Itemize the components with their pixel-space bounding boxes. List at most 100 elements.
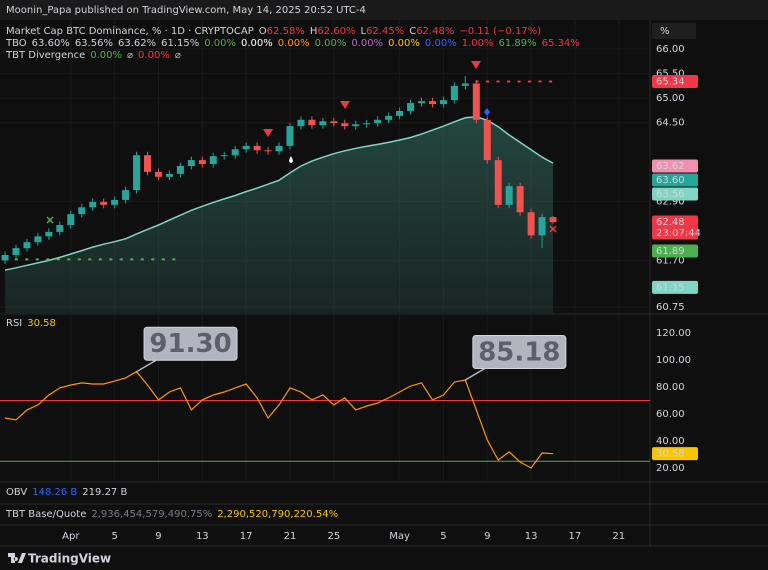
- legend-obv: OBV 148.26 B 219.27 B: [6, 487, 127, 498]
- ohlc-value: 62.48%: [416, 26, 454, 37]
- rsi-tick-label: 80.00: [656, 382, 685, 393]
- indicator-name: TBT Divergence: [5, 50, 85, 61]
- rsi-tick-label: 20.00: [656, 463, 685, 474]
- callout-label: 91.30: [149, 329, 231, 359]
- rsi-price-label: 30.58: [656, 449, 685, 460]
- change-value: −0.11 (−0.17%): [459, 26, 541, 37]
- y-tick-label: 60.75: [656, 302, 685, 313]
- indicator-name: TBO: [5, 38, 27, 49]
- tbo-line: [4, 116, 554, 271]
- candle-body: [231, 149, 239, 156]
- indicator-value: 61.89%: [498, 38, 536, 49]
- candle-body: [100, 201, 108, 205]
- indicator-value: 0.00%: [388, 38, 420, 49]
- candle-body: [209, 156, 217, 165]
- ohlc-key: L: [360, 26, 366, 37]
- ohlc-value: 62.45%: [366, 26, 404, 37]
- candle-body: [34, 236, 42, 243]
- candle-body: [286, 126, 294, 146]
- candle-body: [308, 119, 316, 126]
- candle-body: [385, 115, 393, 120]
- brand-logo: [8, 553, 26, 563]
- candle-body: [264, 150, 272, 152]
- legend-rsi: RSI 30.58: [6, 318, 56, 329]
- x-tick-label: 13: [196, 531, 209, 542]
- ohlc-key: H: [310, 26, 318, 37]
- candle-body: [428, 101, 436, 105]
- candle-body: [89, 201, 97, 208]
- candle-body: [45, 231, 53, 237]
- price-label-box: [652, 280, 698, 294]
- indicator-value: 30.58: [27, 318, 56, 329]
- candle-body: [319, 121, 327, 126]
- price-label-box: [652, 215, 698, 240]
- x-tick-label: 9: [484, 531, 490, 542]
- header-bar: [0, 0, 768, 20]
- candle-body: [1, 254, 9, 261]
- brand-name: TradingView: [28, 552, 111, 566]
- indicator-value: 0.00%: [90, 50, 122, 61]
- ohlc-value: 62.58%: [267, 26, 305, 37]
- price-label: 61.15: [656, 282, 685, 293]
- rsi-tick-label: 120.00: [656, 328, 691, 339]
- candle-body: [396, 110, 404, 116]
- rsi-tick-label: 40.00: [656, 436, 685, 447]
- indicator-value: ⌀: [175, 50, 181, 61]
- legend-main: Market Cap BTC Dominance, % · 1D · CRYPT…: [6, 26, 541, 37]
- legend-base-quote: TBT Base/Quote 2,936,454,579,490.75% 2,290…: [5, 509, 338, 520]
- rsi-tick-label: 60.00: [656, 409, 685, 420]
- legend-tbo: TBO 63.60% 63.56% 63.62% 61.15% 0.00% 0.00% 0.0…: [5, 38, 580, 49]
- countdown: 23:07:44: [656, 228, 701, 239]
- candle-body: [461, 83, 469, 86]
- candle-body: [78, 207, 86, 215]
- indicator-value: 63.60%: [32, 38, 70, 49]
- candle-body: [165, 173, 173, 177]
- price-label: 65.34: [656, 76, 685, 87]
- price-label-box: [652, 244, 698, 258]
- price-label-box: [652, 187, 698, 201]
- price-label: 62.48: [656, 217, 685, 228]
- candle-body: [374, 119, 382, 124]
- candle-body: [363, 123, 371, 125]
- rsi-line: [4, 370, 554, 469]
- indicator-value: 2,290,520,790,220.54%: [217, 509, 338, 520]
- rsi-price-box: [652, 447, 698, 461]
- callout-box: [143, 326, 238, 361]
- candle-body: [341, 123, 349, 127]
- indicator-value: 61.15%: [161, 38, 199, 49]
- ohlc-key: O: [259, 26, 267, 37]
- ohlc-value: 62.60%: [317, 26, 355, 37]
- percent-label[interactable]: %: [660, 26, 670, 37]
- candle-body: [187, 160, 195, 167]
- indicator-value: 0.00%: [241, 38, 273, 49]
- candle-body: [439, 100, 447, 105]
- indicator-value: 63.56%: [75, 38, 113, 49]
- candle-body: [417, 101, 425, 104]
- price-label: 63.56: [656, 189, 685, 200]
- price-label-box: [652, 74, 698, 88]
- candle-body: [505, 186, 513, 205]
- x-tick-label: Apr: [62, 531, 80, 542]
- candle-body: [450, 85, 458, 101]
- x-tick-label: 21: [284, 531, 297, 542]
- percent-button[interactable]: [652, 23, 696, 39]
- legend-divergence: TBT Divergence 0.00% ⌀ 0.00% ⌀: [5, 50, 181, 61]
- candle-body: [494, 160, 502, 205]
- indicator-value: 0.00%: [138, 50, 170, 61]
- indicator-name: OBV: [6, 487, 27, 498]
- x-tick-label: May: [389, 531, 410, 542]
- indicator-value: 63.62%: [118, 38, 156, 49]
- cross-icon: [549, 225, 557, 233]
- x-tick-label: 9: [155, 531, 161, 542]
- x-tick-label: 25: [327, 531, 340, 542]
- indicator-value: 0.00%: [204, 38, 236, 49]
- indicator-value: 0.00%: [351, 38, 383, 49]
- candle-body: [407, 103, 415, 111]
- candle-body: [198, 160, 206, 165]
- candle-body: [275, 145, 283, 152]
- candle-body: [242, 145, 250, 150]
- price-label-box: [652, 173, 698, 187]
- candle-body: [253, 145, 261, 151]
- candle-body: [472, 83, 480, 120]
- callout-line: [136, 358, 159, 373]
